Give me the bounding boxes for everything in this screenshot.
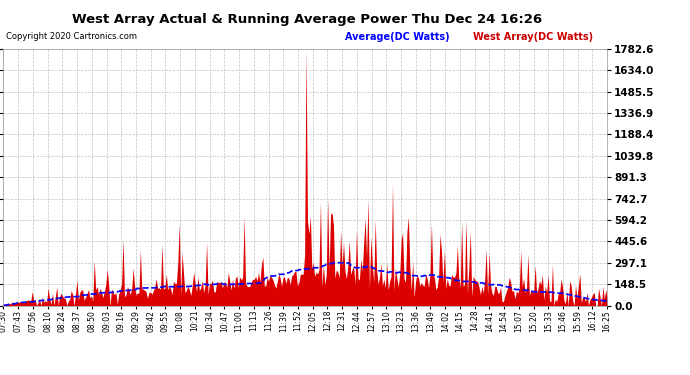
Text: West Array Actual & Running Average Power Thu Dec 24 16:26: West Array Actual & Running Average Powe… <box>72 13 542 26</box>
Text: Copyright 2020 Cartronics.com: Copyright 2020 Cartronics.com <box>6 32 137 41</box>
Text: Average(DC Watts): Average(DC Watts) <box>345 32 450 42</box>
Text: West Array(DC Watts): West Array(DC Watts) <box>473 32 593 42</box>
